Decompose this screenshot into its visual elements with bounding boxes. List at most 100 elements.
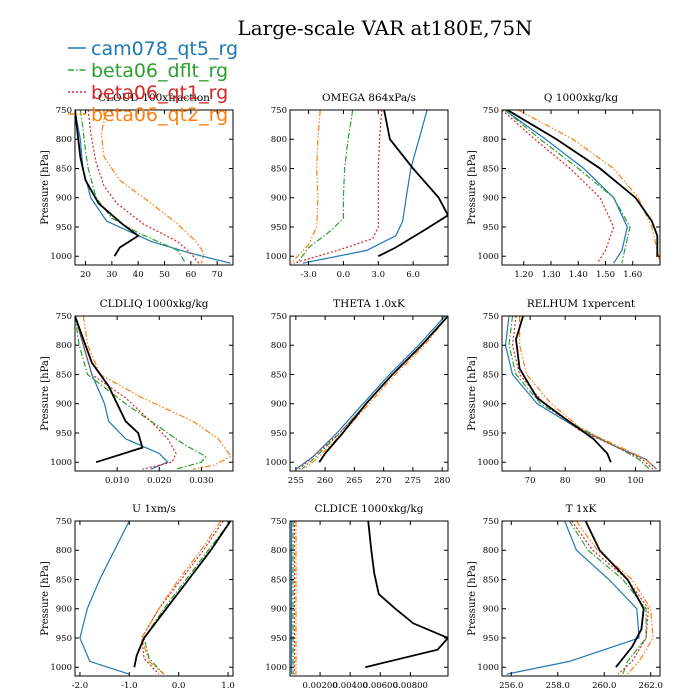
y-tick-label: 800 [271, 341, 287, 351]
series-line-reference [364, 521, 448, 669]
series-line-3 [141, 521, 224, 675]
x-tick-label: 1.20 [514, 270, 533, 280]
plot-frame [289, 109, 449, 266]
series-line-3 [571, 521, 650, 675]
y-tick-label: 750 [483, 312, 499, 322]
legend-entry: beta06_qt2_rg [91, 104, 228, 126]
y-tick-label: 750 [271, 517, 287, 527]
plot-frame [289, 520, 449, 677]
series-line-3 [293, 110, 383, 264]
y-tick-label: 1000 [265, 252, 287, 262]
plot-frame [501, 109, 661, 266]
series-line-3 [75, 316, 177, 470]
panel-title: RELHUM 1xpercent [527, 298, 636, 310]
x-tick-label: 256.0 [499, 681, 523, 691]
panel-title: U 1xm/s [132, 503, 176, 515]
y-tick-label: 750 [56, 517, 72, 527]
y-tick-label: 950 [271, 429, 287, 439]
y-tick-label: 800 [56, 341, 72, 351]
panel-title: CLOUD 100xfraction [98, 92, 210, 104]
plot-frame [289, 315, 449, 472]
panel-title: THETA 1.0xK [333, 298, 405, 310]
x-tick-label: 0.00400 [333, 681, 368, 691]
x-tick-label: 60 [185, 270, 196, 280]
series-line-4 [82, 316, 232, 470]
x-tick-label: -3.0 [300, 270, 316, 280]
y-tick-label: 900 [483, 400, 499, 410]
series-line-1 [79, 521, 130, 675]
y-tick-label: 750 [56, 106, 72, 116]
series-line-4 [575, 521, 654, 675]
x-tick-label: 1.0 [221, 681, 235, 691]
plot-frame [74, 520, 234, 677]
series-line-2 [296, 110, 354, 264]
panel-7: 750 800 850 900 950 1000-2.0 -1.0 0.0 1.0 U 1xm/s… [40, 503, 235, 691]
y-tick-label: 800 [271, 135, 287, 145]
x-tick-label: 6.0 [406, 270, 420, 280]
x-tick-label: 20 [80, 270, 91, 280]
series-line-3 [87, 110, 200, 264]
x-tick-label: 80 [560, 476, 571, 486]
panels: 750 800 850 900 950 1000 20 30 40 50 60 70 CLOUD 100… [40, 92, 663, 691]
y-tick-label: 850 [56, 164, 72, 174]
series-line-4 [100, 110, 205, 264]
x-tick-label: 1.40 [569, 270, 588, 280]
series-line-reference [584, 521, 645, 668]
series-line-2 [79, 110, 187, 264]
series-line-2 [568, 521, 647, 675]
series-line-4 [141, 521, 222, 675]
legend-entry: beta06_dflt_rg [91, 60, 228, 82]
x-tick-label: 90 [595, 476, 606, 486]
y-tick-label: 850 [271, 164, 287, 174]
y-tick-label: 900 [483, 605, 499, 615]
y-tick-label: 950 [483, 634, 499, 644]
legend-entry: cam078_qt5_rg [91, 38, 238, 60]
panel-title: CLDICE 1000xkg/kg [315, 503, 424, 515]
panel-4: 750 800 850 900 950 1000 0.010 0.020 0.030 CLDLIQ… [40, 298, 234, 486]
x-tick-label: 70 [212, 270, 223, 280]
x-tick-label: 258.0 [546, 681, 570, 691]
x-tick-label: 50 [159, 270, 170, 280]
y-tick-label: 850 [483, 164, 499, 174]
series-line-1 [506, 521, 640, 675]
y-tick-label: 900 [56, 605, 72, 615]
x-tick-label: 0.010 [105, 476, 129, 486]
legend: cam078_qt5_rgbeta06_dflt_rgbeta06_qt1_rg… [68, 38, 238, 126]
y-tick-label: 1000 [265, 458, 287, 468]
x-tick-label: 0.030 [189, 476, 213, 486]
x-tick-label: 260 [317, 476, 333, 486]
x-tick-label: 262.0 [639, 681, 663, 691]
series-line-1 [295, 316, 446, 470]
y-tick-label: 950 [56, 223, 72, 233]
y-axis-label: Pressure [hPa] [40, 150, 51, 225]
x-tick-label: 0.00800 [393, 681, 428, 691]
x-tick-label: 1.60 [623, 270, 642, 280]
series-line-2 [508, 316, 650, 470]
x-tick-label: 70 [525, 476, 536, 486]
x-tick-label: 0.0 [172, 681, 186, 691]
series-line-reference [515, 316, 612, 463]
y-tick-label: 800 [56, 135, 72, 145]
y-tick-label: 750 [271, 312, 287, 322]
panel-title: T 1xK [566, 503, 597, 515]
figure-title: Large-scale VAR at180E,75N [237, 16, 532, 40]
x-tick-label: 255 [288, 476, 304, 486]
series-line-1 [302, 110, 428, 264]
x-tick-label: 30 [106, 270, 117, 280]
series-line-reference [318, 316, 448, 463]
plot-frame [74, 315, 234, 472]
y-tick-label: 750 [483, 106, 499, 116]
series-line-1 [75, 110, 231, 264]
x-tick-label: -1.0 [121, 681, 137, 691]
y-tick-label: 800 [483, 546, 499, 556]
plot-frame [501, 520, 661, 677]
series-line-reference [75, 110, 140, 257]
x-tick-label: 1.30 [542, 270, 561, 280]
y-tick-label: 850 [56, 575, 72, 585]
series-line-reference [75, 316, 144, 464]
series-line-2 [75, 316, 207, 470]
y-tick-label: 950 [271, 634, 287, 644]
y-tick-label: 1000 [50, 663, 72, 673]
